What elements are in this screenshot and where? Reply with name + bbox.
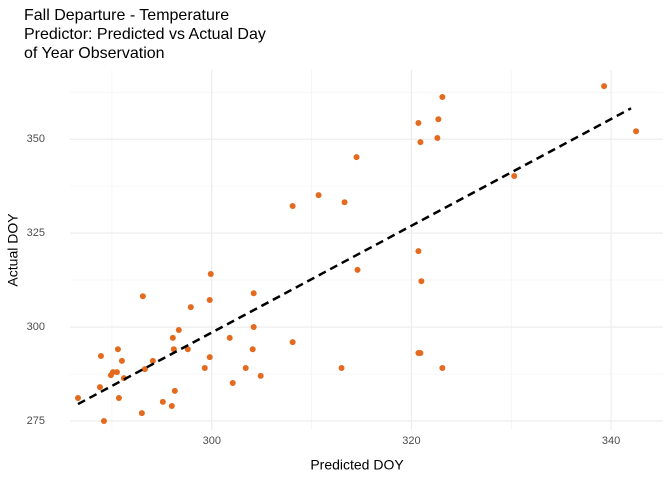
- point: [439, 94, 446, 101]
- point: [417, 139, 424, 146]
- y-axis-title: Actual DOY: [5, 213, 21, 287]
- y-tick-label: 275: [27, 415, 45, 427]
- chart-title: of Year Observation: [24, 45, 165, 62]
- point: [341, 199, 348, 206]
- y-tick-label: 300: [27, 321, 45, 333]
- point: [175, 327, 182, 334]
- x-axis-title: Predicted DOY: [310, 457, 404, 473]
- point: [159, 398, 166, 405]
- point: [415, 248, 422, 255]
- point: [257, 372, 264, 379]
- chart-title: Predictor: Predicted vs Actual Day: [24, 26, 266, 43]
- point: [207, 271, 214, 278]
- point: [206, 354, 213, 361]
- point: [418, 278, 425, 285]
- point: [289, 203, 296, 210]
- point: [250, 324, 257, 331]
- point: [118, 357, 125, 364]
- point: [439, 364, 446, 371]
- point: [139, 293, 146, 300]
- point: [354, 266, 361, 273]
- point: [601, 83, 608, 90]
- fit-line: [77, 107, 632, 406]
- chart-title: Fall Departure - Temperature: [24, 7, 229, 24]
- point: [229, 380, 236, 387]
- point: [149, 357, 156, 364]
- point: [511, 172, 518, 179]
- point: [114, 346, 121, 353]
- point: [315, 192, 322, 199]
- point: [250, 290, 257, 297]
- point: [100, 417, 107, 424]
- point: [206, 296, 213, 303]
- x-tick-label: 340: [602, 435, 620, 447]
- y-tick-label: 325: [27, 227, 45, 239]
- point: [184, 346, 191, 353]
- point: [226, 334, 233, 341]
- x-tick-label: 300: [203, 435, 221, 447]
- point: [168, 402, 175, 409]
- point: [633, 128, 640, 135]
- point: [97, 352, 104, 359]
- point: [338, 364, 345, 371]
- x-tick-label: 320: [402, 435, 420, 447]
- point: [74, 395, 81, 402]
- point: [353, 154, 360, 161]
- point: [201, 364, 208, 371]
- point: [171, 387, 178, 394]
- point: [115, 395, 122, 402]
- point: [415, 119, 422, 126]
- point: [242, 364, 249, 371]
- point: [434, 135, 441, 142]
- point: [187, 304, 194, 311]
- point: [96, 384, 103, 391]
- point: [169, 334, 176, 341]
- point: [249, 346, 256, 353]
- point: [113, 369, 120, 376]
- y-tick-label: 350: [27, 133, 45, 145]
- point: [435, 116, 442, 123]
- point: [289, 339, 296, 346]
- point: [138, 410, 145, 417]
- point: [415, 349, 422, 356]
- point: [141, 366, 148, 373]
